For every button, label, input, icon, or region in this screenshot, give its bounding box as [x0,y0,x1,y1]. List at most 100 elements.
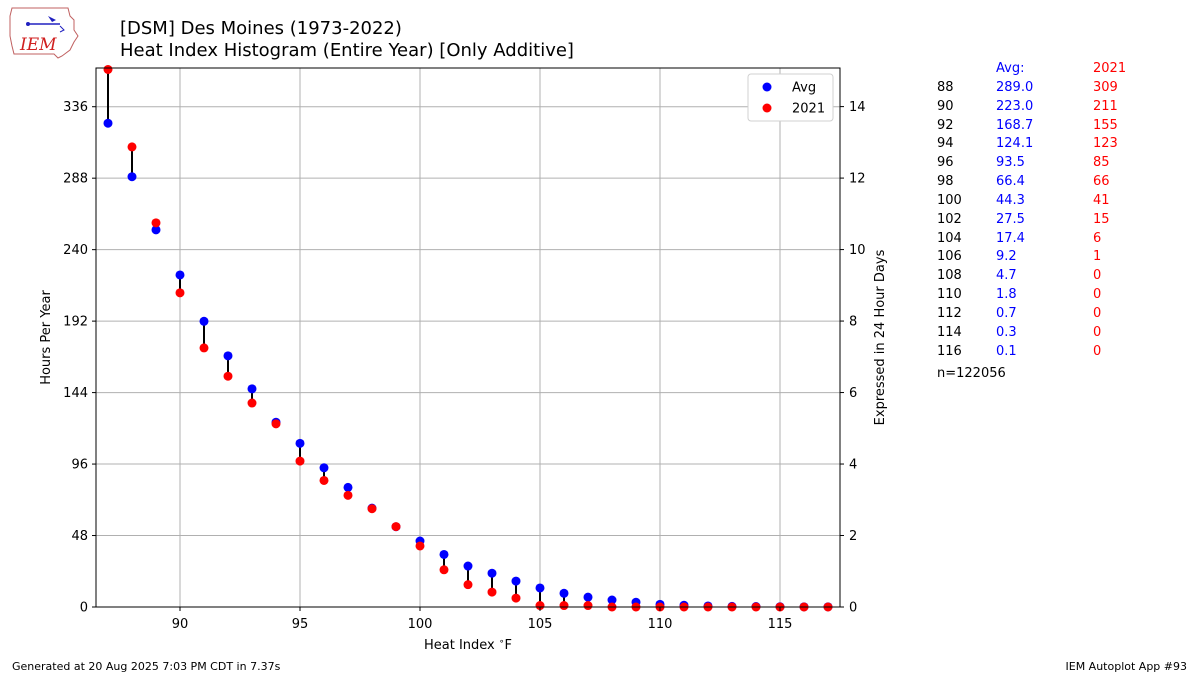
avg-point [583,592,593,602]
x-tick-label: 110 [648,617,673,632]
y-axis-label: Hours Per Year [39,290,54,385]
row-avg: 0.3 [996,324,1017,340]
tick-layer: 90 95 100 105 110 115 0 48 96 144 192 240 288 336 0 2 4 6… [63,100,865,632]
year-point [367,504,377,514]
y-tick-label: 144 [63,386,88,401]
table-row: 112 0.7 0 [937,305,1157,324]
table-row: 102 27.5 15 [937,211,1157,230]
row-value: 100 [937,192,962,208]
y2-axis-label: Expressed in 24 Hour Days [873,249,888,425]
avg-point [223,351,233,361]
row-year: 6 [1093,230,1102,246]
avg-point [511,576,521,586]
table-row: 100 44.3 41 [937,192,1157,211]
row-avg: 17.4 [996,230,1025,246]
y-tick-label: 240 [63,243,88,258]
row-value: 112 [937,305,962,321]
year-point [319,475,329,485]
avg-point [607,595,617,605]
y-tick-label: 96 [71,458,88,473]
plot-frame [95,67,841,608]
row-value: 102 [937,211,962,227]
avg-point [439,549,449,559]
row-value: 98 [937,174,954,190]
legend: Avg 2021 [747,73,834,122]
y-tick-label: 288 [63,172,88,187]
row-avg: 223.0 [996,98,1034,114]
row-value: 88 [937,79,954,95]
row-avg: 27.5 [996,211,1025,227]
x-tick-label: 95 [292,617,309,632]
year-point [343,490,353,500]
table-row: 94 124.1 123 [937,135,1157,154]
row-year: 1 [1093,249,1102,265]
year-point [223,371,233,381]
year-point [175,288,185,298]
year-point [271,419,281,429]
table-row: 116 0.1 0 [937,343,1157,362]
x-label-degree: ∘ [499,637,505,647]
header-year: 2021 [1093,61,1127,76]
row-year: 0 [1093,324,1102,340]
row-avg: 289.0 [996,79,1034,95]
avg-point [487,568,497,578]
point-layer [103,64,833,612]
grid-layer [96,68,840,608]
row-year: 15 [1093,211,1110,227]
table-row: 92 168.7 155 [937,117,1157,136]
row-avg: 44.3 [996,192,1025,208]
row-year: 309 [1093,79,1118,95]
x-tick-label: 105 [528,617,553,632]
row-value: 110 [937,287,962,303]
table-row: 98 66.4 66 [937,173,1157,192]
row-value: 92 [937,117,954,133]
year-point [127,142,137,152]
year-point [463,580,473,590]
avg-point [343,482,353,492]
y-tick-label: 0 [80,601,88,616]
x-tick-label: 100 [408,617,433,632]
year-point [415,541,425,551]
legend-year-marker [762,103,772,113]
year-point [151,218,161,228]
row-value: 90 [937,98,954,114]
y-tick-label: 48 [71,529,88,544]
row-year: 41 [1093,192,1110,208]
table-row: 110 1.8 0 [937,286,1157,305]
avg-point [175,270,185,280]
avg-point [295,438,305,448]
x-label-text: Heat Index [424,638,499,653]
y2-tick-label: 8 [849,315,857,330]
row-value: 94 [937,136,954,152]
year-point [511,593,521,603]
row-year: 0 [1093,305,1102,321]
year-point [487,587,497,597]
avg-point [247,384,257,394]
row-avg: 9.2 [996,249,1017,265]
table-header: Avg: 2021 [937,60,1157,79]
x-axis-label: Heat Index ∘F [424,637,512,653]
year-point [199,343,209,353]
row-value: 114 [937,324,962,340]
x-tick-label: 115 [768,617,793,632]
table-row: 90 223.0 211 [937,98,1157,117]
table-row: 104 17.4 6 [937,230,1157,249]
y2-tick-label: 0 [849,601,857,616]
year-point [295,456,305,466]
x-tick-label: 90 [172,617,189,632]
row-avg: 4.7 [996,268,1017,284]
avg-point [535,583,545,593]
footer-generated: Generated at 20 Aug 2025 7:03 PM CDT in … [12,660,281,673]
row-value: 104 [937,230,962,246]
row-avg: 66.4 [996,174,1025,190]
row-year: 85 [1093,155,1110,171]
year-point [583,601,593,611]
sample-count: n=122056 [937,366,1006,381]
avg-point [319,463,329,473]
avg-point [151,225,161,235]
x-label-unit: F [505,638,512,653]
row-year: 0 [1093,287,1102,303]
table-row: 108 4.7 0 [937,267,1157,286]
stem-layer [107,69,829,607]
table-row: 106 9.2 1 [937,248,1157,267]
